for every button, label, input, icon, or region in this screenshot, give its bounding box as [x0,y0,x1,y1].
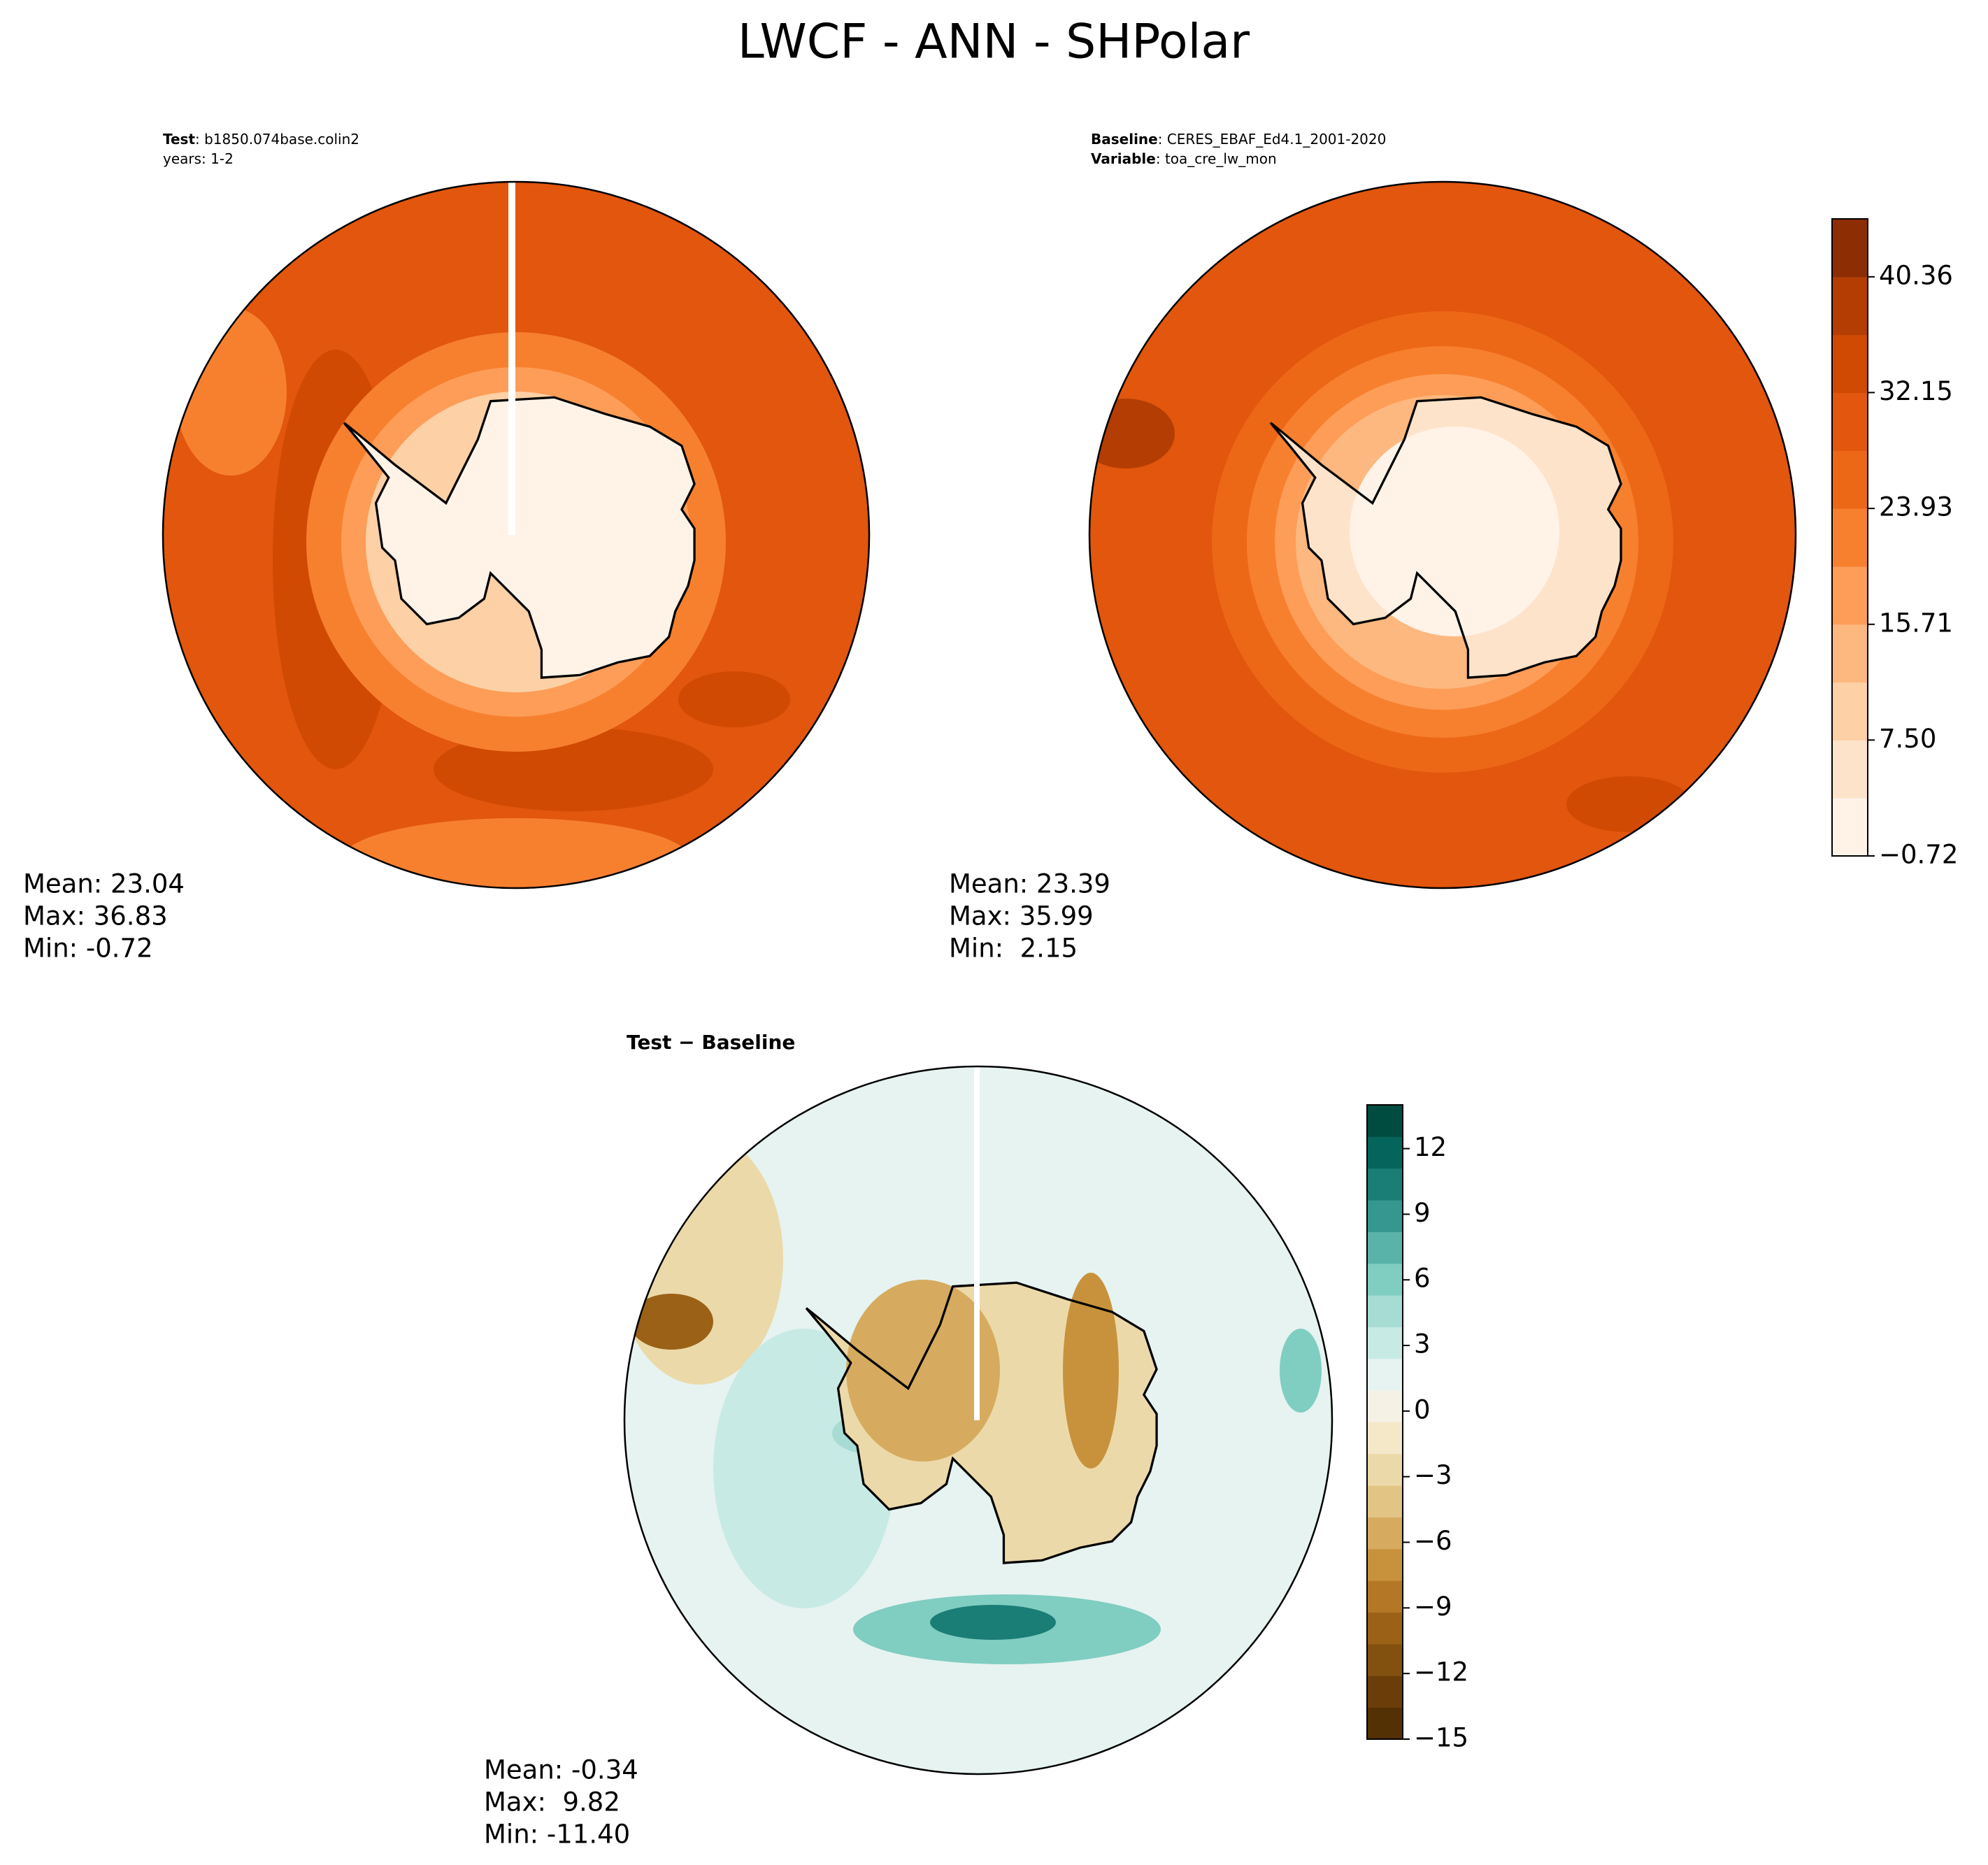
colorbar-tick-label: 23.93 [1879,492,1953,522]
colorbar-band [1832,334,1868,393]
colorbar-band [1367,1105,1403,1137]
map-frame [162,180,871,889]
stat-line: Max: 36.83 [23,901,168,931]
header-key: Variable [1091,150,1156,167]
colorbar-tick-label: −0.72 [1879,840,1958,870]
colorbar-tick-label: 6 [1414,1264,1431,1294]
colorbar-band [1832,392,1868,451]
stat-line: Max: 9.82 [484,1787,620,1817]
figure-title: LWCF - ANN - SHPolar [738,15,1250,70]
colorbar-band [1367,1327,1403,1359]
colorbar-tick-label: −3 [1414,1460,1452,1490]
stat-line: Mean: 23.04 [23,869,185,899]
stat-line: Min: -0.72 [23,934,153,964]
colorbar-band [1832,566,1868,625]
colorbar-band [1367,1200,1403,1232]
colorbar-band [1832,740,1868,799]
map-frame [623,1065,1333,1775]
panel-header: Test − Baseline [627,1031,795,1054]
colorbar-band [1367,1295,1403,1327]
colorbar-tick-label: 12 [1414,1132,1447,1162]
colorbar-band [1367,1422,1403,1455]
colorbar-band [1367,1231,1403,1264]
panel-header: Test: b1850.074base.colin2 [163,131,359,148]
panel-header: Baseline: CERES_EBAF_Ed4.1_2001-2020 [1091,131,1386,148]
header-text: : b1850.074base.colin2 [195,131,359,148]
header-text: : CERES_EBAF_Ed4.1_2001-2020 [1158,131,1387,148]
colorbar-tick-label: −9 [1414,1592,1452,1622]
colorbar-band [1367,1580,1403,1613]
colorbar-tick-label: 15.71 [1879,608,1953,638]
colorbar-band [1832,276,1868,336]
colorbar-band [1367,1517,1403,1550]
colorbar-band [1367,1168,1403,1201]
colorbar-tick-label: 3 [1414,1329,1431,1359]
colorbar-band [1367,1675,1403,1708]
colorbar-band [1832,682,1868,741]
colorbar-frame [1831,218,1868,857]
colorbar-band [1367,1707,1403,1740]
stat-line: Min: -11.40 [484,1820,630,1850]
stat-line: Max: 35.99 [949,901,1094,931]
header-key: Test [163,131,195,148]
header-text: : toa_cre_lw_mon [1156,150,1277,167]
colorbar-band [1367,1136,1403,1169]
colorbar-tick-label: −15 [1414,1723,1468,1753]
colorbar-band [1832,624,1868,683]
colorbar-tick-label: −6 [1414,1526,1452,1556]
colorbar-band [1367,1390,1403,1422]
test-map [163,182,869,888]
colorbar-band [1367,1548,1403,1581]
colorbar-tick-label: 9 [1414,1198,1431,1228]
colorbar-band [1367,1485,1403,1518]
stat-line: Min: 2.15 [949,934,1078,964]
colorbar-tick-label: 0 [1414,1394,1431,1424]
colorbar-band [1832,508,1868,567]
stat-line: Mean: 23.39 [949,869,1110,899]
colorbar-band [1367,1612,1403,1645]
colorbar-band [1367,1453,1403,1486]
colorbar-tick-label: −12 [1414,1657,1468,1687]
header-key: Test − Baseline [627,1031,795,1054]
colorbar-tick-label: 7.50 [1879,724,1936,754]
difference-map [624,1066,1332,1774]
header-text: years: 1-2 [163,150,234,167]
header-key: Baseline [1091,131,1158,148]
colorbar-band [1367,1358,1403,1391]
panel-header: years: 1-2 [163,150,234,167]
panel-header: Variable: toa_cre_lw_mon [1091,150,1277,167]
colorbar-band [1832,450,1868,509]
baseline-map [1089,182,1796,888]
colorbar-tick-label: 40.36 [1879,260,1953,290]
colorbar-band [1367,1643,1403,1676]
map-frame [1088,180,1797,889]
colorbar-band [1832,798,1868,857]
colorbar-band [1832,219,1868,278]
colorbar-band [1367,1263,1403,1296]
colorbar-tick-label: 32.15 [1879,376,1953,406]
stat-line: Mean: -0.34 [484,1755,638,1785]
colorbar-frame [1366,1104,1403,1740]
